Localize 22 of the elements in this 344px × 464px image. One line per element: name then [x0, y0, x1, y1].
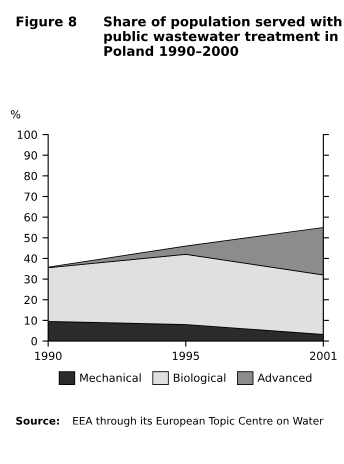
x-tick-label: 1990	[35, 352, 62, 360]
y-axis-title: %	[10, 110, 20, 118]
y-tick-label: 60	[24, 213, 38, 222]
y-tick-label: 80	[24, 172, 38, 180]
y-tick-label: 50	[24, 234, 38, 242]
caption: Figure 8	[16, 16, 76, 30]
x-tick-label: 2001	[310, 352, 336, 360]
y-tick-label: 40	[24, 254, 38, 263]
y-tick-label: 70	[24, 192, 38, 201]
y-tick-label: 0	[31, 337, 38, 346]
source-note: Source:	[16, 416, 59, 425]
y-tick-label: 10	[24, 316, 38, 325]
y-tick-label: 90	[24, 151, 38, 160]
legend-label: Mechanical	[80, 373, 141, 382]
legend-label: Biological	[174, 373, 226, 384]
y-tick-label: 100	[18, 130, 38, 139]
y-tick-label: 20	[24, 296, 38, 304]
x-tick-label: 1995	[172, 352, 199, 360]
legend-label: Advanced	[258, 373, 312, 382]
text: EEA through its European Topic Centre on Water	[73, 416, 324, 427]
chart-title: Share of population served with public wastewater treatment in Poland 1990–2000	[104, 16, 342, 56]
y-tick-label: 30	[24, 275, 38, 284]
